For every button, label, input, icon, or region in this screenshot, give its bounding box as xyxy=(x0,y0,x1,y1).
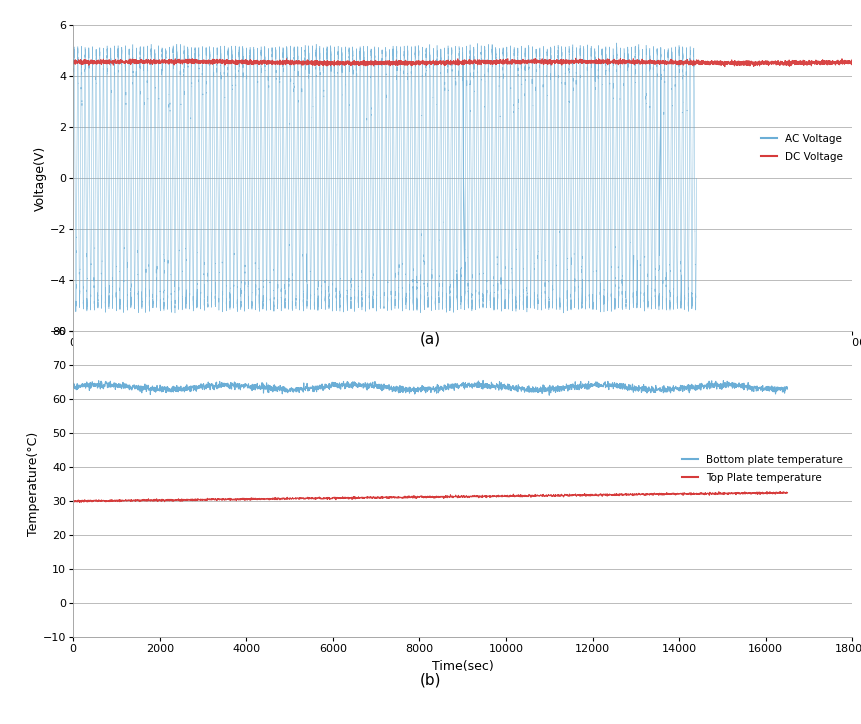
X-axis label: Time(sec): Time(sec) xyxy=(432,660,493,673)
Y-axis label: Temperature(°C): Temperature(°C) xyxy=(27,432,40,536)
X-axis label: Time(sec): Time(sec) xyxy=(432,354,493,367)
Y-axis label: Voltage(V): Voltage(V) xyxy=(34,146,47,211)
Legend: AC Voltage, DC Voltage: AC Voltage, DC Voltage xyxy=(757,130,847,166)
Text: (a): (a) xyxy=(420,332,441,347)
Text: (b): (b) xyxy=(420,672,441,687)
Legend: Bottom plate temperature, Top Plate temperature: Bottom plate temperature, Top Plate temp… xyxy=(678,450,847,487)
